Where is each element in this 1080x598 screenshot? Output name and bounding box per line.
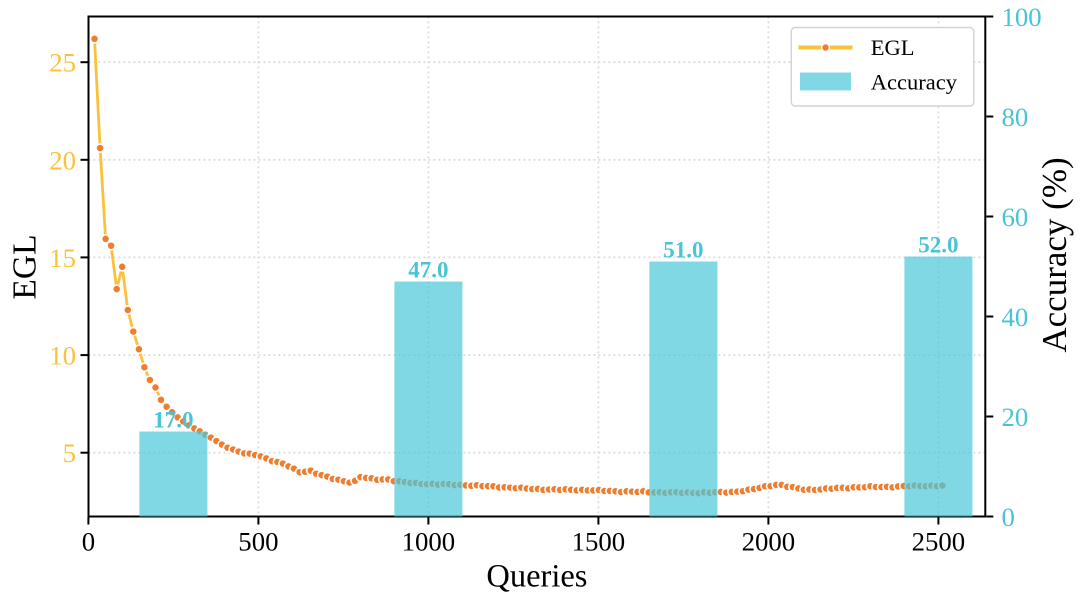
svg-text:17.0: 17.0	[153, 408, 193, 433]
svg-text:1000: 1000	[402, 526, 456, 556]
svg-text:51.0: 51.0	[663, 238, 703, 263]
svg-text:Accuracy: Accuracy	[871, 70, 958, 95]
svg-text:2000: 2000	[742, 526, 796, 556]
svg-text:40: 40	[1002, 302, 1029, 332]
svg-text:15: 15	[49, 243, 76, 273]
svg-text:47.0: 47.0	[408, 258, 448, 283]
svg-text:10: 10	[49, 341, 76, 371]
svg-text:52.0: 52.0	[918, 233, 958, 258]
svg-text:100: 100	[1002, 2, 1042, 32]
svg-text:20: 20	[49, 145, 76, 175]
svg-text:0: 0	[1002, 502, 1015, 532]
svg-text:60: 60	[1002, 202, 1029, 232]
svg-text:EGL: EGL	[871, 35, 915, 60]
svg-text:EGL: EGL	[7, 234, 44, 299]
svg-text:Accuracy (%): Accuracy (%)	[1035, 157, 1074, 352]
svg-text:Queries: Queries	[486, 559, 587, 595]
svg-text:0: 0	[82, 526, 95, 556]
svg-text:1500: 1500	[572, 526, 626, 556]
svg-text:25: 25	[49, 48, 76, 78]
svg-text:80: 80	[1002, 102, 1029, 132]
svg-text:2500: 2500	[912, 526, 966, 556]
svg-text:20: 20	[1002, 402, 1029, 432]
svg-text:5: 5	[63, 438, 76, 468]
svg-text:500: 500	[238, 526, 278, 556]
